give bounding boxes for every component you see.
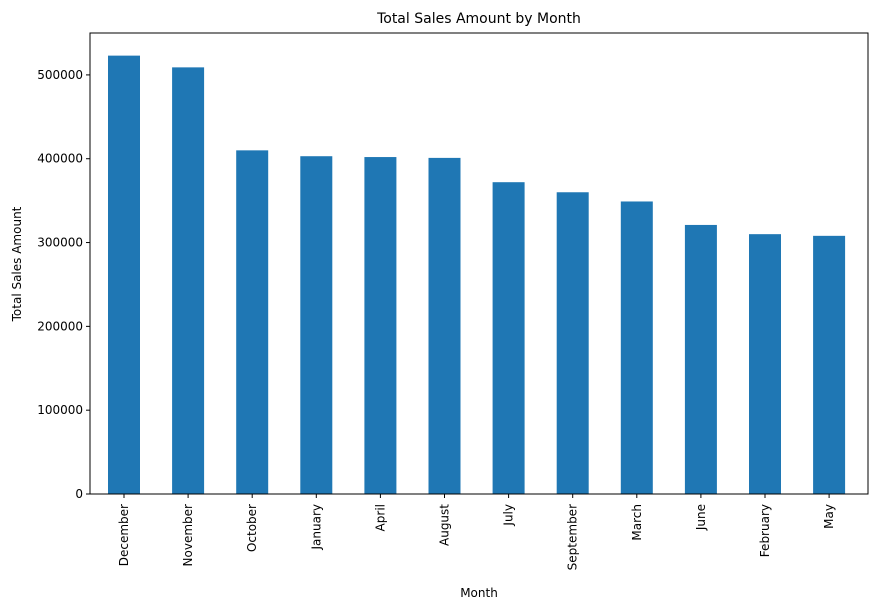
x-axis-title: Month (460, 586, 498, 600)
bar-october (236, 150, 269, 494)
chart-title: Total Sales Amount by Month (376, 11, 581, 27)
x-tick-label: August (438, 504, 452, 546)
bar-july (492, 182, 525, 495)
x-tick-label: April (373, 504, 387, 531)
bar-january (300, 156, 333, 495)
x-tick-label: May (822, 504, 836, 529)
x-tick-label: July (502, 504, 516, 527)
x-tick-label: June (694, 504, 708, 531)
x-tick-label: February (758, 504, 772, 557)
y-tick-label: 100000 (37, 403, 83, 417)
x-tick-label: November (181, 504, 195, 566)
x-tick-label: March (630, 504, 644, 541)
bar-may (813, 235, 846, 494)
bar-august (428, 157, 461, 494)
x-axis-ticks: December November October January April Augus… (117, 494, 836, 570)
bars-layer (108, 55, 846, 495)
x-tick-label: October (245, 504, 259, 552)
y-axis-ticks: 0 100000 200000 300000 400000 500000 (37, 68, 90, 501)
bar-september (556, 192, 589, 494)
bar-november (172, 67, 205, 495)
bar-march (620, 201, 653, 494)
bar-april (364, 157, 397, 494)
bar-december (108, 55, 140, 494)
y-tick-label: 300000 (37, 236, 83, 250)
x-tick-label: September (566, 504, 580, 570)
y-axis-title: Total Sales Amount (10, 206, 24, 322)
y-tick-label: 400000 (37, 152, 83, 166)
y-tick-label: 0 (75, 487, 83, 501)
bar-february (749, 234, 781, 494)
plot-frame (89, 32, 869, 495)
y-tick-label: 500000 (37, 68, 83, 82)
x-tick-label: January (309, 504, 323, 551)
bar-june (684, 224, 717, 494)
x-tick-label: December (117, 504, 131, 566)
y-tick-label: 200000 (37, 319, 83, 333)
